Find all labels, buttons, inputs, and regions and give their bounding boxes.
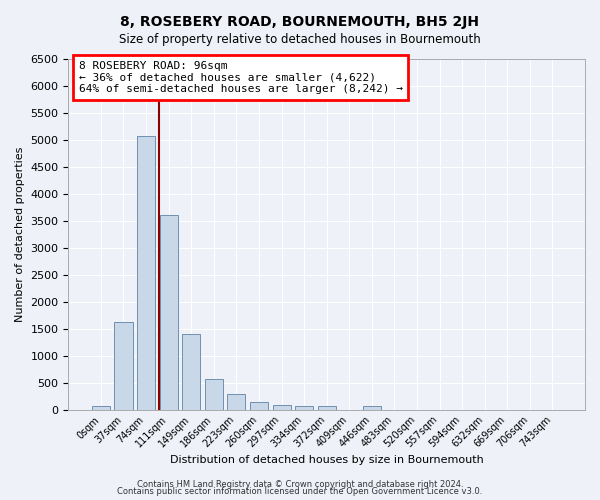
X-axis label: Distribution of detached houses by size in Bournemouth: Distribution of detached houses by size …: [170, 455, 484, 465]
Bar: [363, 406, 381, 409]
Bar: [317, 406, 336, 409]
Text: 8 ROSEBERY ROAD: 96sqm
← 36% of detached houses are smaller (4,622)
64% of semi-: 8 ROSEBERY ROAD: 96sqm ← 36% of detached…: [79, 61, 403, 94]
Bar: [205, 378, 223, 410]
Y-axis label: Number of detached properties: Number of detached properties: [15, 146, 25, 322]
Bar: [250, 402, 268, 409]
Bar: [137, 136, 155, 409]
Bar: [272, 404, 290, 409]
Text: Contains public sector information licensed under the Open Government Licence v3: Contains public sector information licen…: [118, 487, 482, 496]
Bar: [115, 322, 133, 410]
Text: Contains HM Land Registry data © Crown copyright and database right 2024.: Contains HM Land Registry data © Crown c…: [137, 480, 463, 489]
Bar: [160, 216, 178, 410]
Bar: [182, 334, 200, 409]
Text: Size of property relative to detached houses in Bournemouth: Size of property relative to detached ho…: [119, 32, 481, 46]
Text: 8, ROSEBERY ROAD, BOURNEMOUTH, BH5 2JH: 8, ROSEBERY ROAD, BOURNEMOUTH, BH5 2JH: [121, 15, 479, 29]
Bar: [295, 406, 313, 409]
Bar: [92, 406, 110, 409]
Bar: [227, 394, 245, 409]
